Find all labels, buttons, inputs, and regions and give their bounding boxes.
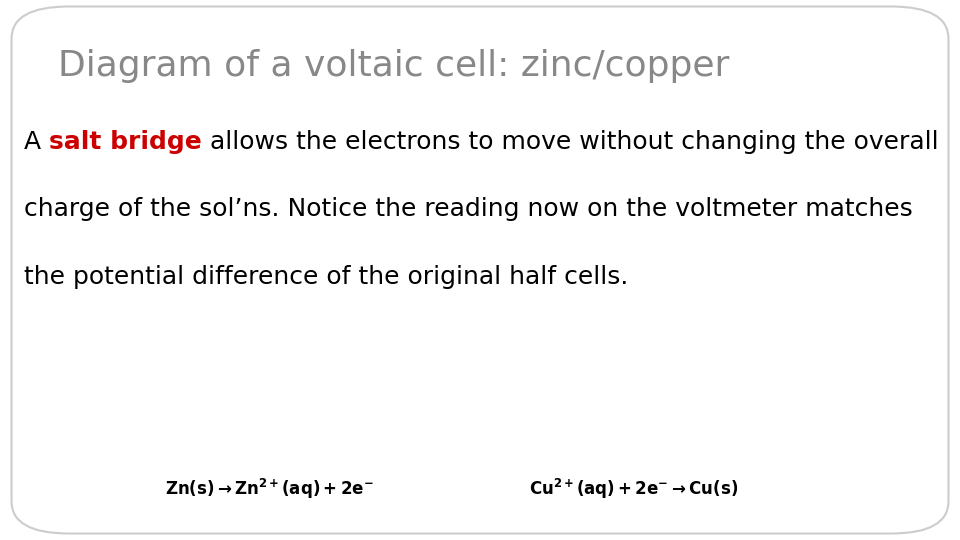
Text: Diagram of a voltaic cell: zinc/copper: Diagram of a voltaic cell: zinc/copper bbox=[58, 49, 729, 83]
Text: charge of the sol’ns. Notice the reading now on the voltmeter matches: charge of the sol’ns. Notice the reading… bbox=[24, 197, 913, 221]
Text: A: A bbox=[24, 130, 49, 153]
Text: the potential difference of the original half cells.: the potential difference of the original… bbox=[24, 265, 629, 288]
Text: $\bf{Cu^{2+}(aq) + 2e^{-} \rightarrow Cu(s)}$: $\bf{Cu^{2+}(aq) + 2e^{-} \rightarrow Cu… bbox=[529, 477, 738, 501]
FancyBboxPatch shape bbox=[12, 6, 948, 534]
Text: $\bf{Zn(s) \rightarrow Zn^{2+}(aq) + 2e^{-}}$: $\bf{Zn(s) \rightarrow Zn^{2+}(aq) + 2e^… bbox=[164, 477, 373, 501]
Text: salt bridge: salt bridge bbox=[49, 130, 202, 153]
Text: allows the electrons to move without changing the overall: allows the electrons to move without cha… bbox=[202, 130, 939, 153]
